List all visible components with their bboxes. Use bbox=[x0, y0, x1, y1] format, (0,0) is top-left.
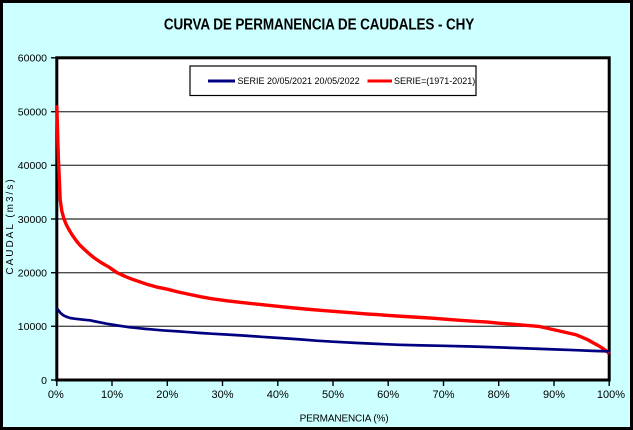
svg-text:0%: 0% bbox=[48, 389, 64, 401]
svg-text:30%: 30% bbox=[211, 389, 233, 401]
svg-text:CAUDAL (m3/s): CAUDAL (m3/s) bbox=[5, 177, 16, 274]
svg-text:50%: 50% bbox=[322, 389, 344, 401]
svg-text:40%: 40% bbox=[267, 389, 289, 401]
svg-text:90%: 90% bbox=[543, 389, 565, 401]
svg-text:10000: 10000 bbox=[18, 321, 47, 333]
svg-text:20%: 20% bbox=[156, 389, 178, 401]
svg-text:100%: 100% bbox=[597, 389, 625, 401]
svg-text:20000: 20000 bbox=[18, 268, 47, 280]
svg-text:SERIE 20/05/2021 20/05/2022: SERIE 20/05/2021 20/05/2022 bbox=[238, 76, 360, 86]
svg-text:50000: 50000 bbox=[18, 107, 47, 119]
svg-text:70%: 70% bbox=[432, 389, 454, 401]
svg-text:SERIE=(1971-2021): SERIE=(1971-2021) bbox=[394, 76, 475, 86]
svg-text:CURVA DE PERMANENCIA DE CAUDAL: CURVA DE PERMANENCIA DE CAUDALES - CHY bbox=[164, 17, 475, 34]
svg-text:60%: 60% bbox=[377, 389, 399, 401]
svg-text:10%: 10% bbox=[101, 389, 123, 401]
svg-text:60000: 60000 bbox=[18, 53, 47, 65]
svg-text:40000: 40000 bbox=[18, 160, 47, 172]
svg-text:PERMANENCIA (%): PERMANENCIA (%) bbox=[300, 414, 389, 425]
svg-text:0: 0 bbox=[41, 375, 47, 387]
svg-text:80%: 80% bbox=[488, 389, 510, 401]
svg-text:30000: 30000 bbox=[18, 214, 47, 226]
